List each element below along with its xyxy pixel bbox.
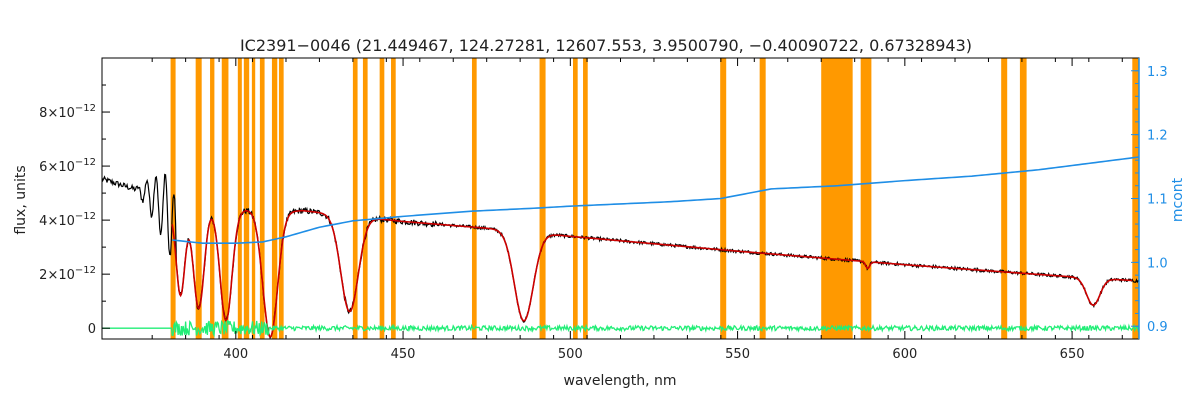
mask-band-3 bbox=[210, 58, 215, 339]
mask-band-24 bbox=[1019, 58, 1027, 339]
mask-band-9 bbox=[271, 58, 278, 339]
mask-band-12 bbox=[362, 58, 368, 339]
x-tick-label: 550 bbox=[725, 347, 750, 362]
mask-band-17 bbox=[572, 58, 578, 339]
ticks: 400 450 500 550 600 650 0 2×10−12 4×10−12 6×10−12… bbox=[39, 58, 1168, 362]
y-tick-label: 6×10−12 bbox=[39, 157, 96, 175]
y-right-tick-label: 1.2 bbox=[1147, 129, 1168, 144]
mask-band-21 bbox=[821, 58, 853, 339]
x-tick-label: 650 bbox=[1060, 347, 1085, 362]
x-tick-label: 450 bbox=[391, 347, 416, 362]
y-right-tick-label: 0.9 bbox=[1147, 320, 1168, 335]
mask-band-5 bbox=[237, 58, 242, 339]
x-tick-label: 600 bbox=[892, 347, 917, 362]
mask-band-8 bbox=[259, 58, 265, 339]
y-right-tick-label: 1.1 bbox=[1147, 193, 1168, 208]
chart-title: IC2391−0046 (21.449467, 124.27281, 12607… bbox=[240, 36, 972, 55]
mask-band-18 bbox=[583, 58, 588, 339]
mask-band-15 bbox=[471, 58, 477, 339]
y-axis-label: flux, units bbox=[13, 165, 29, 234]
mask-band-16 bbox=[539, 58, 546, 339]
y-tick-label: 8×10−12 bbox=[39, 103, 96, 121]
y-right-tick-label: 1.3 bbox=[1147, 65, 1168, 80]
mask-band-14 bbox=[391, 58, 396, 339]
mask-band-7 bbox=[251, 58, 256, 339]
model-spectrum-line bbox=[171, 209, 1133, 339]
residual-line bbox=[102, 319, 1140, 338]
y-right-tick-label: 1.0 bbox=[1147, 256, 1168, 271]
mask-band-4 bbox=[221, 58, 229, 339]
mask-band-10 bbox=[278, 58, 284, 339]
y-tick-label: 0 bbox=[88, 322, 96, 337]
mask-band-22 bbox=[860, 58, 872, 339]
x-tick-label: 400 bbox=[223, 347, 248, 362]
mask-band-11 bbox=[352, 58, 358, 339]
x-tick-label: 500 bbox=[558, 347, 583, 362]
mask-band-13 bbox=[379, 58, 385, 339]
x-axis-label: wavelength, nm bbox=[564, 373, 677, 389]
y-tick-label: 4×10−12 bbox=[39, 211, 96, 229]
continuum-line bbox=[172, 156, 1140, 244]
spectrum-curves bbox=[101, 156, 1140, 340]
y-right-axis-label: mcont bbox=[1170, 177, 1186, 222]
y-tick-label: 2×10−12 bbox=[39, 265, 96, 283]
mask-band-6 bbox=[243, 58, 250, 339]
mask-band-2 bbox=[195, 58, 202, 339]
mask-band-20 bbox=[759, 58, 766, 339]
mask-band-23 bbox=[1001, 58, 1008, 339]
